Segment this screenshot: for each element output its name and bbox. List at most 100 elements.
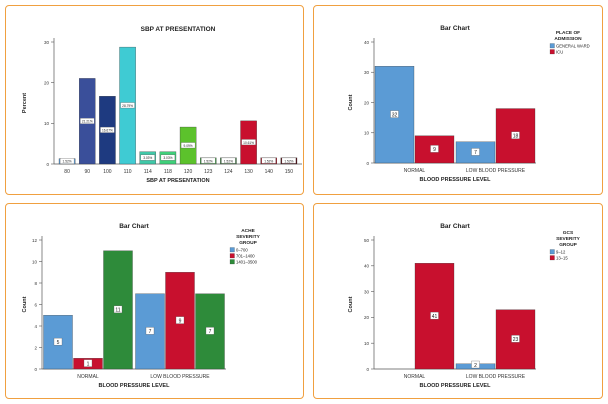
data-label-box xyxy=(511,335,520,343)
y-tick-label: 20 xyxy=(44,80,50,85)
data-label-box xyxy=(140,154,155,161)
x-tick-label: 130 xyxy=(244,169,253,175)
y-axis-label: Count xyxy=(22,296,28,312)
x-tick-label: 120 xyxy=(184,169,193,175)
y-tick-label: 6 xyxy=(34,302,37,307)
y-tick-label: 12 xyxy=(32,238,38,243)
legend-swatch-13-15 xyxy=(549,255,555,261)
x-tick-label: 114 xyxy=(144,169,152,175)
y-tick-label: 10 xyxy=(364,131,370,136)
y-tick-label: 10 xyxy=(32,259,38,264)
legend-swatch-701-1400 xyxy=(229,253,235,259)
x-tick-label: LOW BLOOD PRESSURE xyxy=(150,374,210,380)
data-label: 3.03% xyxy=(143,156,152,160)
legend-swatch-1401-3500 xyxy=(229,259,235,265)
legend-title-line: GROUP xyxy=(239,240,257,246)
data-label: 2 xyxy=(474,363,477,369)
y-tick-label: 10 xyxy=(364,341,370,346)
data-label: 18 xyxy=(513,134,519,140)
data-label: 1.52% xyxy=(284,159,293,163)
chart-panel-gcs-severity: Bar Chart 0 10 20 30 40 50 Count BLOOD PRESSURE … xyxy=(313,203,603,399)
data-label-box xyxy=(205,327,215,335)
ache-severity-bar-chart: Bar Chart 0 2 4 6 8 10 12 Count BLOOD PRESSURE LE… xyxy=(22,223,261,389)
data-label-box xyxy=(53,337,63,346)
x-tick-label: 90 xyxy=(84,169,90,175)
data-label: 9 xyxy=(433,147,436,153)
x-axis-label: BLOOD PRESSURE LEVEL xyxy=(420,383,492,389)
data-label-box xyxy=(175,316,185,324)
data-label: 5 xyxy=(57,340,60,346)
data-label: 23 xyxy=(513,337,519,343)
data-label-box xyxy=(120,102,135,109)
y-axis-label: Count xyxy=(348,296,354,312)
chart-panel-ache-severity: Bar Chart 0 2 4 6 8 10 12 Count BLOOD PRESSURE LE… xyxy=(5,203,304,399)
legend-title-line: SEVERITY xyxy=(236,234,261,240)
x-axis-label: BLOOD PRESSURE LEVEL xyxy=(420,177,492,183)
legend-label-13-15: 13–15 xyxy=(556,256,568,261)
x-tick-label: NORMAL xyxy=(404,168,426,174)
y-tick-label: 0 xyxy=(366,367,369,372)
legend-label-icu: ICU xyxy=(556,50,563,55)
data-label: 41 xyxy=(432,314,438,320)
data-label-box xyxy=(430,311,439,320)
data-label-box xyxy=(145,327,155,335)
x-tick-label: NORMAL xyxy=(77,374,99,380)
y-tick-label: 20 xyxy=(364,100,370,105)
data-label-box xyxy=(80,118,95,124)
data-label: 1.52% xyxy=(224,159,233,163)
chart-title: Bar Chart xyxy=(119,223,149,230)
data-label: 1.52% xyxy=(204,159,213,163)
data-label: 32 xyxy=(392,112,398,118)
legend-label-general-ward: GENERAL WARD xyxy=(556,44,590,49)
chart-panel-place-of-admission: Bar Chart 0 10 20 30 40 Count BLOOD PRESSURE LE… xyxy=(313,5,603,195)
data-label: 21.21% xyxy=(82,120,93,124)
data-label-box xyxy=(100,126,115,133)
data-label-box xyxy=(241,139,256,146)
legend-label-9-12: 9–12 xyxy=(556,250,566,255)
y-tick-label: 0 xyxy=(366,161,369,166)
y-tick-label: 30 xyxy=(364,289,370,294)
y-tick-label: 30 xyxy=(44,40,50,45)
data-label: 10.61% xyxy=(243,141,254,145)
data-label: 3.03% xyxy=(163,156,172,160)
x-axis-label: BLOOD PRESSURE LEVEL xyxy=(99,383,171,389)
x-tick-label: 124 xyxy=(224,169,233,175)
data-label-box xyxy=(471,148,480,156)
x-tick-label: 110 xyxy=(124,169,132,175)
legend-title-line: PLACE OF xyxy=(556,30,580,36)
legend-title-line: ADMISSION xyxy=(554,36,582,42)
legend-swatch-icu xyxy=(549,49,555,55)
legend-title-line: GCS xyxy=(563,230,574,236)
chart-title: SBP AT PRESENTATION xyxy=(141,26,216,33)
y-tick-label: 8 xyxy=(34,281,37,286)
x-tick-label: 80 xyxy=(64,169,70,175)
x-tick-label: 118 xyxy=(164,169,172,175)
x-tick-label: 140 xyxy=(265,169,274,175)
data-label: 7 xyxy=(474,150,477,156)
data-label-box xyxy=(201,157,216,164)
legend-swatch-0-700 xyxy=(229,247,235,253)
legend-swatch-9-12 xyxy=(549,249,555,255)
x-tick-label: 123 xyxy=(204,169,213,175)
data-label: 1 xyxy=(87,361,90,367)
data-label-box xyxy=(281,157,297,164)
place-of-admission-bar-chart: Bar Chart 0 10 20 30 40 Count BLOOD PRESSURE LE… xyxy=(348,25,590,183)
x-tick-label: 150 xyxy=(285,169,294,175)
legend-title-line: GROUP xyxy=(559,242,577,248)
legend-label-0-700: 0–700 xyxy=(236,248,248,253)
x-tick-label: NORMAL xyxy=(404,374,426,380)
data-label-box xyxy=(180,142,196,149)
data-label: 28.79% xyxy=(122,104,133,108)
y-tick-label: 40 xyxy=(364,40,370,45)
y-tick-label: 10 xyxy=(44,121,50,126)
legend-label-1401-3500: 1401–3500 xyxy=(236,260,258,265)
chart-title: Bar Chart xyxy=(440,25,470,32)
data-label-box xyxy=(113,305,123,314)
x-tick-label: LOW BLOOD PRESSURE xyxy=(466,168,526,174)
x-tick-label: 100 xyxy=(103,169,112,175)
data-label-box xyxy=(511,131,520,139)
data-label-box xyxy=(390,110,399,118)
x-tick-label: LOW BLOOD PRESSURE xyxy=(466,374,526,380)
data-label-box xyxy=(471,360,480,369)
sbp-percent-bar-chart: SBP AT PRESENTATION 0 10 20 30 Percent SBP AT … xyxy=(22,26,302,184)
